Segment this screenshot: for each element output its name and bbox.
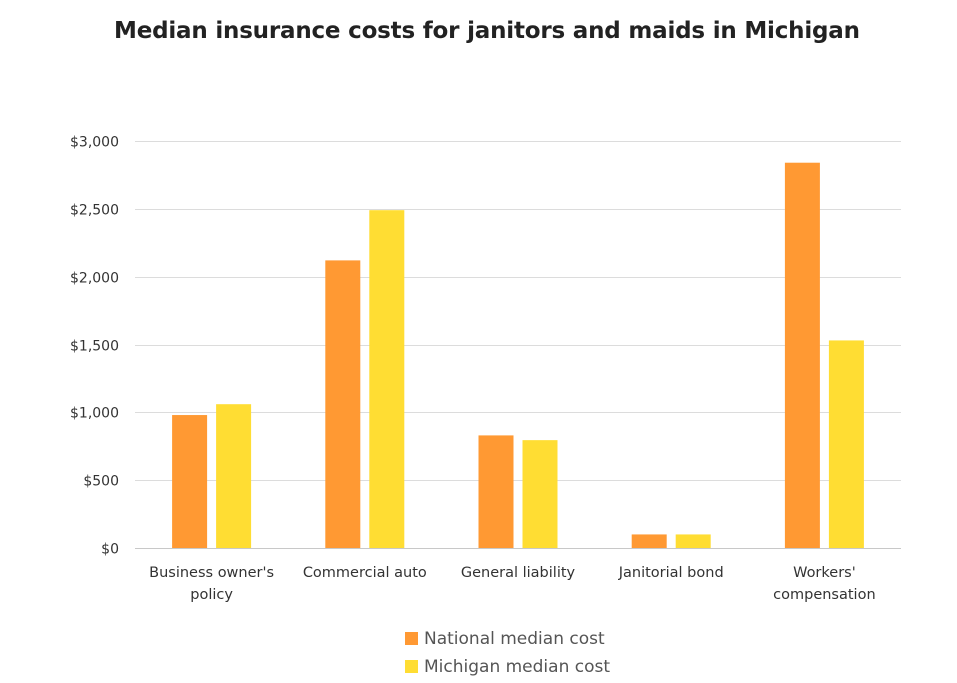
- x-tick-label: General liability: [461, 565, 576, 581]
- bar-michigan: [369, 210, 405, 548]
- y-axis-ticks: $0 $500 $1,000 $1,500 $2,000 $2,500 $3,000: [70, 135, 119, 558]
- x-axis-labels: Business owner's policy Commercial auto Gen…: [149, 565, 876, 603]
- legend-label-national: National median cost: [424, 629, 605, 649]
- legend-swatch-michigan: [405, 660, 418, 673]
- bar-national: [478, 435, 514, 548]
- gridlines: [135, 141, 901, 549]
- bar-national: [172, 415, 208, 548]
- x-tick-label: Workers' compensation: [773, 565, 876, 603]
- bar-michigan: [675, 534, 711, 548]
- y-tick-label: $0: [101, 542, 119, 558]
- bar-michigan: [216, 404, 252, 548]
- y-tick-label: $1,000: [70, 406, 119, 422]
- legend-item-national: National median cost: [405, 629, 605, 649]
- x-tick-label: Commercial auto: [303, 565, 427, 581]
- bar-national: [325, 260, 361, 548]
- bar-michigan: [522, 440, 558, 548]
- y-tick-label: $2,000: [70, 271, 119, 287]
- y-tick-label: $3,000: [70, 135, 119, 151]
- bars: [172, 162, 864, 548]
- y-tick-label: $500: [83, 474, 119, 490]
- y-tick-label: $1,500: [70, 339, 119, 355]
- bar-michigan: [828, 340, 864, 548]
- x-tick-label: Business owner's policy: [149, 565, 274, 603]
- bar-national: [784, 162, 820, 548]
- legend-item-michigan: Michigan median cost: [405, 657, 610, 677]
- x-tick-label: Janitorial bond: [618, 565, 724, 581]
- chart-title: Median insurance costs for janitors and …: [114, 18, 860, 44]
- y-tick-label: $2,500: [70, 203, 119, 219]
- legend-swatch-national: [405, 632, 418, 645]
- legend-label-michigan: Michigan median cost: [424, 657, 611, 677]
- bar-national: [631, 534, 667, 548]
